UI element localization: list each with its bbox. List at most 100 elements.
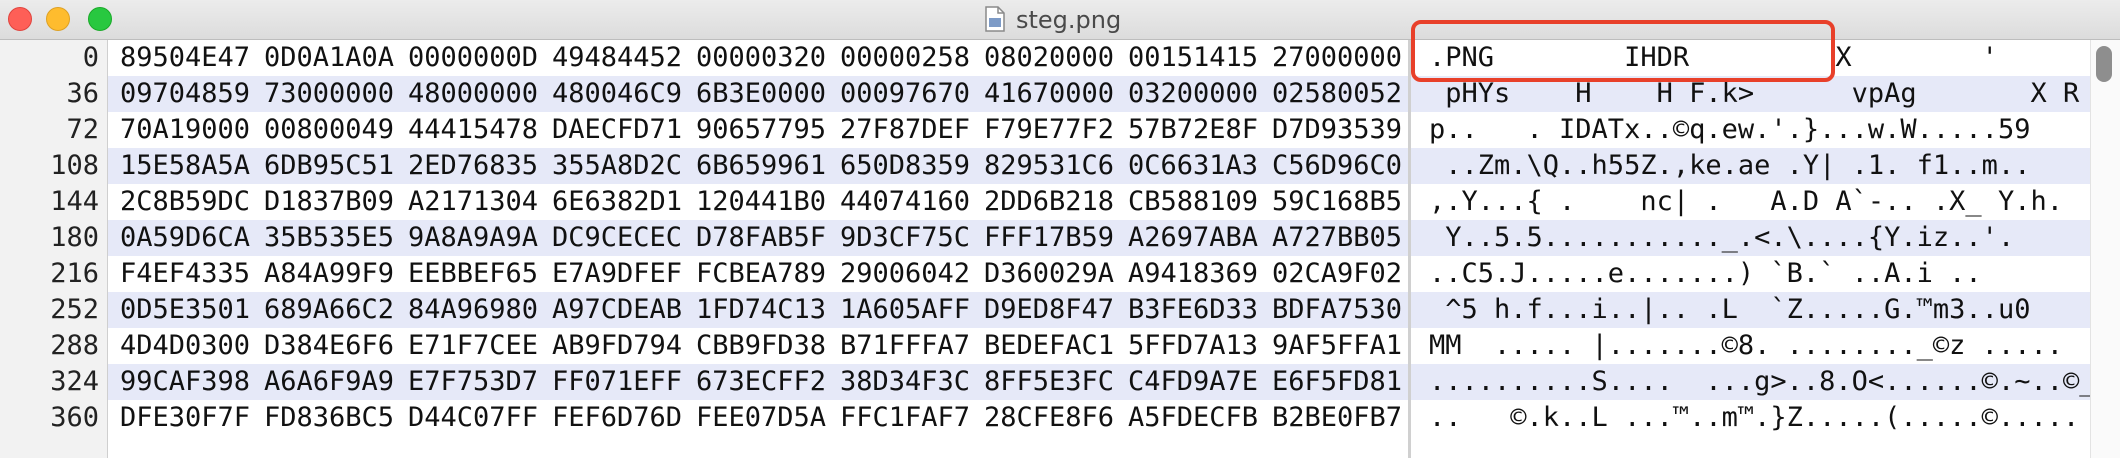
hex-byte-group[interactable]: FFF17B59 — [984, 222, 1115, 253]
hex-byte-group[interactable]: 2DD6B218 — [984, 186, 1115, 217]
hex-byte-group[interactable]: FF071EFF — [552, 366, 683, 397]
hex-byte-group[interactable]: 27000000 — [1272, 42, 1403, 73]
hex-byte-group[interactable]: D360029A — [984, 258, 1115, 289]
ascii-row[interactable]: p.. . IDATx..©q.ew.'.}...w.W.....59 — [1429, 114, 2031, 145]
hex-byte-group[interactable]: 35B535E5 — [264, 222, 395, 253]
hex-byte-group[interactable]: D78FAB5F — [696, 222, 827, 253]
hex-byte-group[interactable]: 70A19000 — [120, 114, 251, 145]
hex-byte-group[interactable]: F4EF4335 — [120, 258, 251, 289]
hex-byte-group[interactable]: 59C168B5 — [1272, 186, 1403, 217]
hex-byte-group[interactable]: B71FFFA7 — [840, 330, 971, 361]
hex-pane[interactable]: 89504E47 0D0A1A0A 0000000D 49484452 00000320… — [108, 40, 1408, 458]
hex-byte-group[interactable]: D7D93539 — [1272, 114, 1403, 145]
zoom-window-button[interactable] — [88, 7, 112, 31]
hex-byte-group[interactable]: 28CFE8F6 — [984, 402, 1115, 433]
hex-byte-group[interactable]: 0000000D — [408, 42, 539, 73]
pane-divider[interactable] — [1408, 40, 1411, 458]
hex-byte-group[interactable]: 0D0A1A0A — [264, 42, 395, 73]
hex-byte-group[interactable]: 120441B0 — [696, 186, 827, 217]
hex-byte-group[interactable]: 0D5E3501 — [120, 294, 251, 325]
hex-byte-group[interactable]: EEBBEF65 — [408, 258, 539, 289]
hex-row[interactable]: 0D5E3501 689A66C2 84A96980 A97CDEAB 1FD74C13… — [108, 292, 1408, 328]
hex-byte-group[interactable]: 29006042 — [840, 258, 971, 289]
hex-row[interactable]: 70A19000 00800049 44415478 DAECFD71 90657795… — [108, 112, 1408, 148]
ascii-row[interactable]: .PNG IHDR X ' — [1429, 42, 1998, 73]
hex-byte-group[interactable]: A2697ABA — [1128, 222, 1259, 253]
hex-byte-group[interactable]: 84A96980 — [408, 294, 539, 325]
scrollbar-thumb[interactable] — [2096, 46, 2112, 82]
hex-byte-group[interactable]: 38D34F3C — [840, 366, 971, 397]
hex-byte-group[interactable]: C4FD9A7E — [1128, 366, 1259, 397]
hex-byte-group[interactable]: 2ED76835 — [408, 150, 539, 181]
hex-byte-group[interactable]: FCBEA789 — [696, 258, 827, 289]
hex-byte-group[interactable]: 15E58A5A — [120, 150, 251, 181]
hex-byte-group[interactable]: C56D96C0 — [1272, 150, 1403, 181]
hex-row[interactable]: F4EF4335 A84A99F9 EEBBEF65 E7A9DFEF FCBEA789… — [108, 256, 1408, 292]
hex-byte-group[interactable]: 99CAF398 — [120, 366, 251, 397]
hex-byte-group[interactable]: A9418369 — [1128, 258, 1259, 289]
hex-byte-group[interactable]: A2171304 — [408, 186, 539, 217]
hex-byte-group[interactable]: E7F753D7 — [408, 366, 539, 397]
hex-byte-group[interactable]: 6DB95C51 — [264, 150, 395, 181]
hex-byte-group[interactable]: 90657795 — [696, 114, 827, 145]
hex-byte-group[interactable]: CBB9FD38 — [696, 330, 827, 361]
hex-byte-group[interactable]: CB588109 — [1128, 186, 1259, 217]
hex-byte-group[interactable]: 9D3CF75C — [840, 222, 971, 253]
hex-byte-group[interactable]: DAECFD71 — [552, 114, 683, 145]
ascii-row[interactable]: ,.Y...{ . nc| . A.D A`-.. .X_ Y.h. — [1429, 186, 2063, 217]
hex-byte-group[interactable]: DFE30F7F — [120, 402, 251, 433]
hex-byte-group[interactable]: A84A99F9 — [264, 258, 395, 289]
hex-byte-group[interactable]: 44415478 — [408, 114, 539, 145]
hex-byte-group[interactable]: FEF6D76D — [552, 402, 683, 433]
hex-byte-group[interactable]: FD836BC5 — [264, 402, 395, 433]
hex-byte-group[interactable]: 9A8A9A9A — [408, 222, 539, 253]
hex-byte-group[interactable]: 1FD74C13 — [696, 294, 827, 325]
hex-byte-group[interactable]: 00000258 — [840, 42, 971, 73]
ascii-row[interactable]: ^5 h.f...i..|.. .L `Z.....G.™m3..u0 — [1411, 292, 2090, 328]
hex-byte-group[interactable]: DC9CECEC — [552, 222, 683, 253]
hex-byte-group[interactable]: AB9FD794 — [552, 330, 683, 361]
hex-byte-group[interactable]: 9AF5FFA1 — [1272, 330, 1403, 361]
hex-byte-group[interactable]: 00097670 — [840, 78, 971, 109]
ascii-row[interactable]: Y..5.5..........._.<.\....{Y.iz..'. — [1411, 220, 2090, 256]
hex-byte-group[interactable]: 49484452 — [552, 42, 683, 73]
hex-byte-group[interactable]: 03200000 — [1128, 78, 1259, 109]
hex-byte-group[interactable]: 480046C9 — [552, 78, 683, 109]
hex-byte-group[interactable]: A727BB05 — [1272, 222, 1403, 253]
hex-row[interactable]: 4D4D0300 D384E6F6 E71F7CEE AB9FD794 CBB9FD38… — [108, 328, 1408, 364]
hex-byte-group[interactable]: 689A66C2 — [264, 294, 395, 325]
hex-byte-group[interactable]: 4D4D0300 — [120, 330, 251, 361]
hex-byte-group[interactable]: 44074160 — [840, 186, 971, 217]
hex-byte-group[interactable]: E71F7CEE — [408, 330, 539, 361]
hex-byte-group[interactable]: 08020000 — [984, 42, 1115, 73]
hex-byte-group[interactable]: 00151415 — [1128, 42, 1259, 73]
ascii-row[interactable]: ..C5.J.....e.......) `B.` ..A.i .. — [1429, 258, 1982, 289]
hex-byte-group[interactable]: 89504E47 — [120, 42, 251, 73]
ascii-row[interactable]: ..Zm.\Q..h55Z.,ke.ae .Y| .1. f1..m.. — [1411, 148, 2090, 184]
hex-byte-group[interactable]: A5FDECFB — [1128, 402, 1259, 433]
ascii-row[interactable]: .. ©.k..L ...™..m™.}Z.....(.....©..... — [1429, 402, 2080, 433]
hex-byte-group[interactable]: FEE07D5A — [696, 402, 827, 433]
hex-byte-group[interactable]: 8FF5E3FC — [984, 366, 1115, 397]
hex-byte-group[interactable]: A97CDEAB — [552, 294, 683, 325]
vertical-scrollbar[interactable] — [2090, 40, 2120, 458]
hex-byte-group[interactable]: 673ECFF2 — [696, 366, 827, 397]
hex-row[interactable]: 89504E47 0D0A1A0A 0000000D 49484452 00000320… — [108, 40, 1408, 76]
hex-row[interactable]: 09704859 73000000 48000000 480046C9 6B3E0000… — [108, 76, 1408, 112]
hex-byte-group[interactable]: E6F5FD81 — [1272, 366, 1403, 397]
hex-byte-group[interactable]: BEDEFAC1 — [984, 330, 1115, 361]
hex-row[interactable]: 99CAF398 A6A6F9A9 E7F753D7 FF071EFF 673ECFF2… — [108, 364, 1408, 400]
hex-byte-group[interactable]: 57B72E8F — [1128, 114, 1259, 145]
ascii-row[interactable]: ..........S.... ...g>..8.O<......©.~..©_ — [1411, 364, 2095, 400]
hex-byte-group[interactable]: A6A6F9A9 — [264, 366, 395, 397]
hex-byte-group[interactable]: E7A9DFEF — [552, 258, 683, 289]
hex-byte-group[interactable]: 6B3E0000 — [696, 78, 827, 109]
hex-byte-group[interactable]: 5FFD7A13 — [1128, 330, 1259, 361]
hex-byte-group[interactable]: 73000000 — [264, 78, 395, 109]
minimize-window-button[interactable] — [46, 7, 70, 31]
hex-byte-group[interactable]: 0A59D6CA — [120, 222, 251, 253]
hex-byte-group[interactable]: 09704859 — [120, 78, 251, 109]
hex-byte-group[interactable]: 0C6631A3 — [1128, 150, 1259, 181]
hex-byte-group[interactable]: BDFA7530 — [1272, 294, 1403, 325]
